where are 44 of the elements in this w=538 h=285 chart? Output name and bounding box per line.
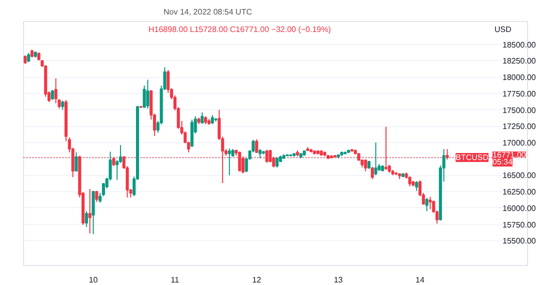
candlestick <box>415 180 418 192</box>
y-tick-label: 15500.00 <box>502 236 536 246</box>
y-tick-label: 18500.00 <box>502 40 536 50</box>
annotation: 05:34 <box>492 158 514 166</box>
candlestick <box>258 148 262 159</box>
candlestick <box>428 196 432 210</box>
y-tick-label: 16500.00 <box>502 171 536 180</box>
candlestick <box>374 142 378 176</box>
candlestick <box>228 148 231 176</box>
y-tick-label: 18000.00 <box>502 73 536 82</box>
x-tick-label: 13 <box>334 276 344 284</box>
y-tick-label: 18250.00 <box>502 56 536 66</box>
candlestick <box>54 78 58 104</box>
candlestick <box>190 119 194 148</box>
x-tick-label: 10 <box>88 276 98 284</box>
candlestick <box>92 190 95 235</box>
candlestick <box>84 210 88 228</box>
y-axis-title: USD <box>494 25 512 34</box>
x-tick-label: 12 <box>252 276 262 284</box>
candlestick <box>425 198 428 212</box>
candlestick <box>61 100 64 110</box>
candlestick <box>210 114 214 125</box>
annotation: 16771.00 <box>492 150 526 160</box>
text: Nov 14, 2022 08:54 UTC <box>164 8 252 16</box>
x-tick-label: 14 <box>416 276 426 284</box>
candlestick <box>27 52 30 63</box>
candlestick <box>74 152 78 172</box>
candlestick <box>146 79 150 110</box>
candlestick <box>276 157 279 168</box>
candlestick <box>255 138 258 154</box>
y-tick-label: 16250.00 <box>502 188 536 197</box>
annotation: H16898.00 L15728.00 C16771.00 −32.00 (−0.19%) <box>148 25 332 34</box>
y-tick-label: 16000.00 <box>502 204 536 213</box>
y-tick-label: 17000.00 <box>502 138 536 148</box>
y-tick-label: 17750.00 <box>502 89 536 98</box>
candlestick <box>370 166 374 180</box>
candlestick <box>50 90 54 100</box>
ref-line-label: BTCUSD <box>456 153 489 162</box>
candlestick <box>408 176 412 187</box>
x-tick-label: 11 <box>170 276 180 284</box>
y-tick-label: 15750.00 <box>502 220 536 230</box>
candlestick <box>88 188 92 234</box>
y-tick-label: 17250.00 <box>502 122 536 132</box>
y-tick-label: 17500.00 <box>502 106 536 115</box>
